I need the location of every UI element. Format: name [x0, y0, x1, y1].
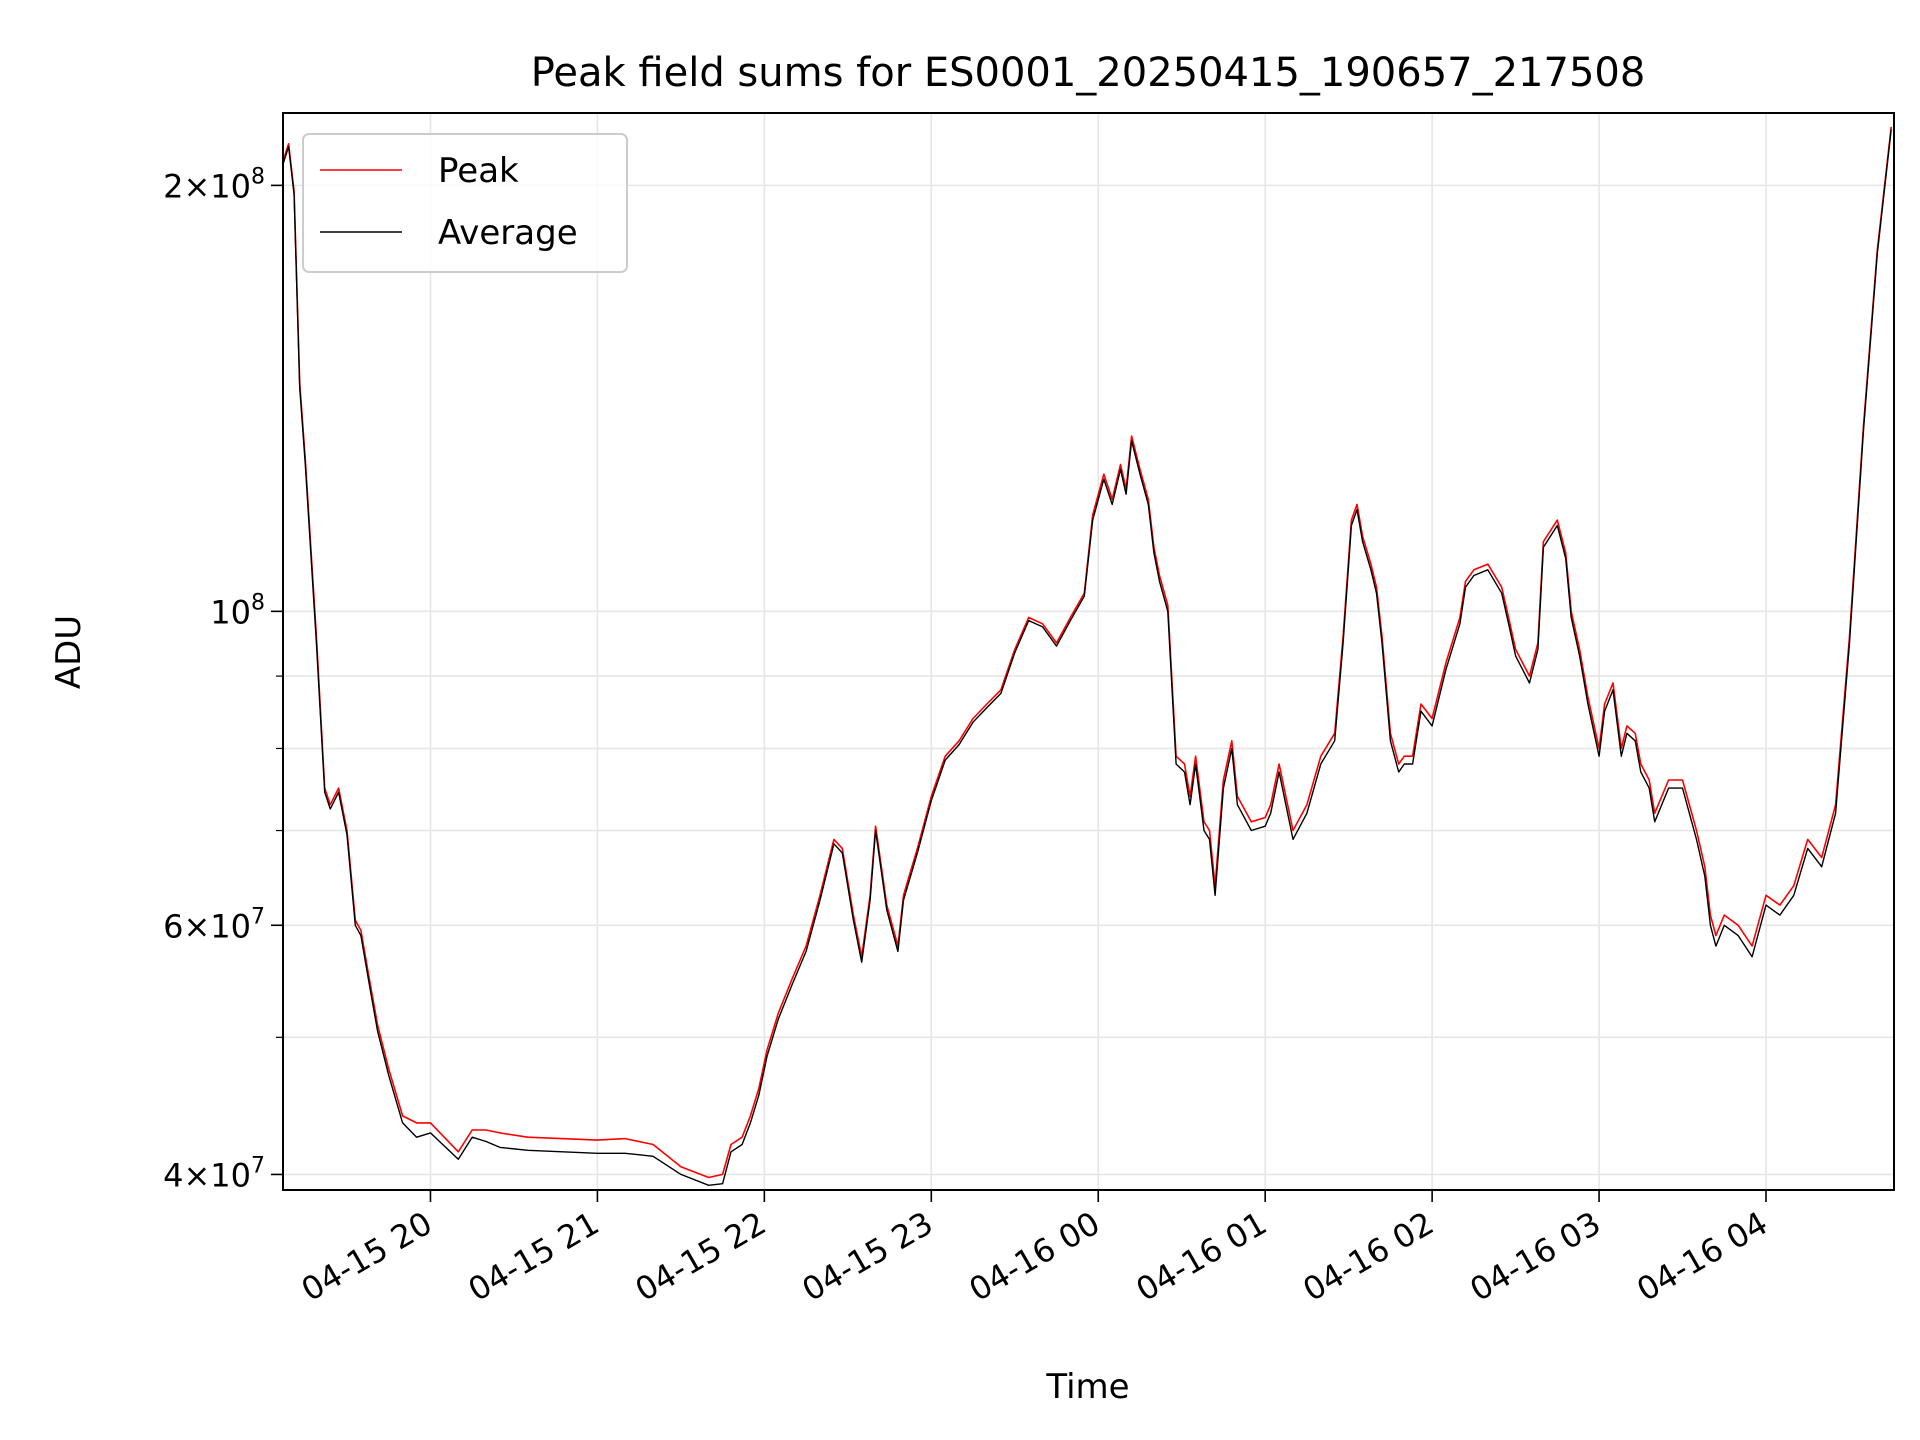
y-tick-exponent: 7	[251, 1153, 265, 1178]
legend-box	[302, 133, 628, 273]
legend: Peak Average	[302, 133, 628, 273]
series-group	[282, 126, 1892, 1187]
y-tick-label: 6×107	[163, 904, 265, 945]
grid	[283, 113, 1894, 1190]
series-line-average	[282, 129, 1892, 1187]
series-line-peak	[282, 126, 1892, 1179]
y-tick-base: 4×10	[163, 1156, 251, 1194]
legend-label-peak: Peak	[438, 151, 519, 191]
y-tick-base: 6×10	[163, 907, 251, 945]
plot-frame	[282, 112, 1895, 1191]
y-tick-exponent: 7	[251, 904, 265, 929]
y-tick-base: 2×10	[163, 167, 251, 205]
y-tick-label: 4×107	[163, 1153, 265, 1194]
y-tick-label: 108	[210, 590, 265, 631]
y-tick-base: 10	[210, 593, 251, 631]
y-tick-label: 2×108	[163, 164, 265, 205]
legend-label-average: Average	[438, 213, 578, 253]
y-tick-exponent: 8	[251, 590, 265, 615]
y-tick-exponent: 8	[251, 164, 265, 189]
chart-title: Peak field sums for ES0001_20250415_1906…	[531, 50, 1646, 96]
x-axis-label: Time	[1045, 1367, 1129, 1407]
y-axis-label: ADU	[49, 615, 89, 689]
